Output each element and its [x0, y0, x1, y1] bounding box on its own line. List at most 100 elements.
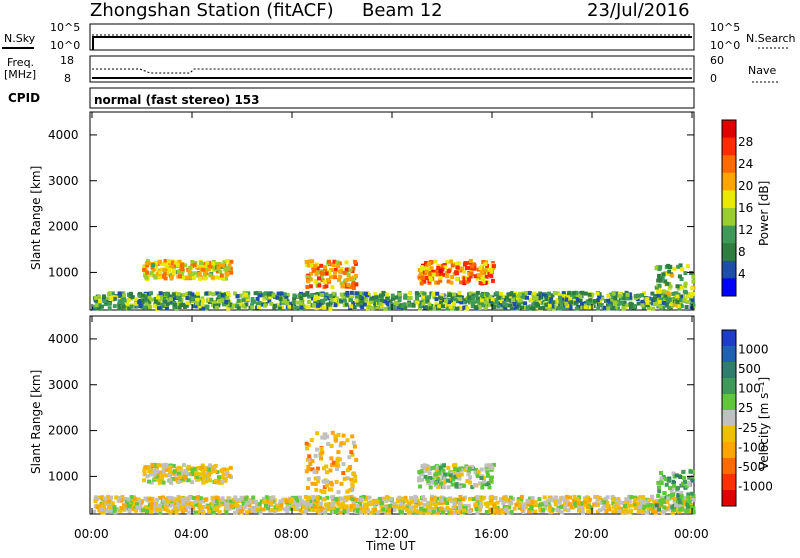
- range-time-cell: [474, 299, 479, 304]
- range-time-cell: [210, 497, 215, 502]
- range-time-cell: [199, 505, 204, 510]
- range-time-cell: [472, 483, 477, 488]
- range-time-cell: [339, 496, 344, 501]
- range-time-cell: [164, 292, 169, 297]
- velocity-ylabel: Slant Range [km]: [29, 370, 43, 474]
- range-time-cell: [675, 299, 680, 304]
- range-time-cell: [574, 290, 579, 295]
- range-time-cell: [385, 292, 390, 297]
- colorbar-tick-label: -100: [738, 440, 765, 454]
- range-time-cell: [454, 500, 459, 505]
- range-time-cell: [351, 440, 356, 445]
- range-time-cell: [423, 261, 428, 265]
- range-time-cell: [516, 499, 521, 504]
- range-time-cell: [457, 290, 462, 295]
- range-time-cell: [427, 302, 432, 307]
- colorbar-tick-label: 16: [738, 201, 753, 215]
- range-time-cell: [338, 298, 343, 303]
- range-time-cell: [449, 299, 454, 303]
- range-time-cell: [363, 502, 368, 507]
- range-time-cell: [306, 467, 311, 472]
- range-time-cell: [449, 280, 454, 285]
- range-time-cell: [688, 504, 693, 509]
- range-time-cell: [115, 508, 120, 513]
- range-time-cell: [495, 500, 500, 505]
- range-time-cell: [106, 509, 111, 514]
- range-time-cell: [185, 505, 190, 509]
- range-time-cell: [395, 499, 400, 504]
- range-time-cell: [304, 441, 309, 446]
- range-time-cell: [509, 306, 514, 311]
- range-time-cell: [180, 267, 185, 271]
- range-time-cell: [687, 475, 692, 480]
- range-time-cell: [228, 499, 233, 504]
- range-time-cell: [149, 505, 154, 510]
- range-time-cell: [473, 305, 478, 310]
- range-time-cell: [429, 496, 434, 501]
- range-time-cell: [679, 304, 684, 308]
- range-time-cell: [349, 290, 354, 295]
- range-time-cell: [504, 298, 509, 303]
- range-time-cell: [414, 300, 419, 305]
- range-time-cell: [127, 306, 132, 311]
- range-time-cell: [241, 501, 246, 506]
- range-time-cell: [454, 482, 459, 487]
- range-time-cell: [298, 495, 303, 500]
- range-time-cell: [220, 475, 225, 479]
- range-time-cell: [315, 292, 320, 297]
- y-tick-label: 1000: [48, 265, 79, 279]
- range-time-cell: [107, 301, 112, 306]
- range-time-cell: [483, 501, 488, 506]
- range-time-cell: [305, 275, 310, 280]
- range-time-cell: [438, 275, 443, 280]
- range-time-cell: [237, 498, 242, 502]
- range-time-cell: [261, 507, 266, 512]
- range-time-cell: [349, 477, 354, 482]
- range-time-cell: [645, 303, 650, 308]
- range-time-cell: [352, 471, 356, 476]
- y-tick-label: 2000: [48, 424, 79, 438]
- range-time-cell: [217, 275, 222, 280]
- range-time-cell: [375, 500, 380, 505]
- range-time-cell: [667, 269, 672, 274]
- range-time-cell: [438, 269, 443, 274]
- range-time-cell: [573, 300, 578, 305]
- range-time-cell: [187, 495, 192, 500]
- range-time-cell: [253, 509, 257, 514]
- range-time-cell: [547, 507, 552, 512]
- range-time-cell: [351, 266, 356, 271]
- range-time-cell: [323, 432, 328, 437]
- range-time-cell: [622, 300, 627, 305]
- colorbar-segment: [722, 155, 736, 174]
- range-time-cell: [161, 274, 166, 279]
- range-time-cell: [533, 500, 538, 505]
- range-time-cell: [658, 277, 663, 282]
- range-time-cell: [445, 274, 450, 279]
- range-time-cell: [385, 496, 390, 501]
- range-time-cell: [440, 510, 445, 515]
- range-time-cell: [319, 275, 324, 280]
- range-time-cell: [210, 275, 215, 280]
- range-time-cell: [187, 269, 192, 274]
- range-time-cell: [112, 508, 117, 513]
- range-time-cell: [665, 500, 670, 505]
- range-time-cell: [343, 278, 348, 283]
- range-time-cell: [435, 496, 440, 501]
- range-time-cell: [328, 480, 333, 485]
- range-time-cell: [492, 305, 497, 310]
- range-time-cell: [489, 475, 494, 480]
- range-time-cell: [568, 495, 572, 500]
- range-time-cell: [141, 508, 145, 513]
- range-time-cell: [668, 301, 673, 306]
- range-time-cell: [104, 499, 109, 504]
- range-time-cell: [346, 273, 351, 278]
- range-time-cell: [446, 485, 451, 490]
- range-time-cell: [172, 469, 177, 474]
- range-time-cell: [654, 503, 659, 508]
- range-time-cell: [636, 507, 641, 512]
- range-time-cell: [172, 268, 176, 273]
- range-time-cell: [189, 501, 194, 506]
- range-time-cell: [427, 471, 432, 476]
